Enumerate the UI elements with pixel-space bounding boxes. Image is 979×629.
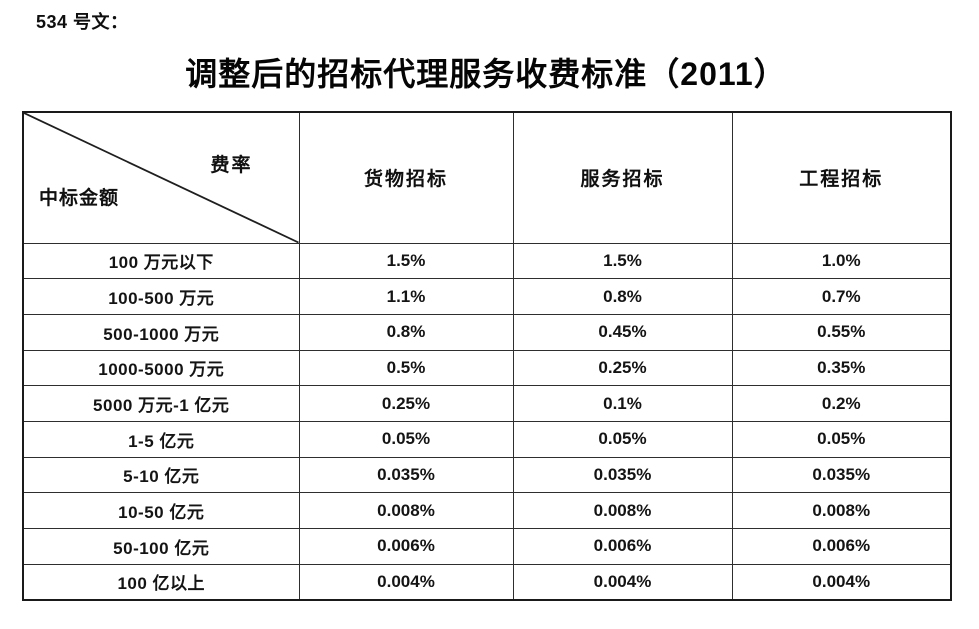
fee-value: 0.006% xyxy=(731,528,952,565)
fee-value: 0.05% xyxy=(512,420,733,458)
fee-value: 0.008% xyxy=(731,492,952,529)
table-row: 100-500 万元 1.1% 0.8% 0.7% xyxy=(22,278,952,315)
doc-label: 534 号文： xyxy=(36,12,129,32)
fee-value: 0.25% xyxy=(512,349,733,387)
row-label: 5000 万元-1 亿元 xyxy=(22,385,300,422)
fee-value: 0.05% xyxy=(731,420,952,458)
column-header-goods-bidding: 货物招标 xyxy=(298,111,514,244)
fee-value: 0.004% xyxy=(731,563,952,601)
fee-value: 0.008% xyxy=(512,492,733,529)
table-row: 100 亿以上 0.004% 0.004% 0.004% xyxy=(22,563,952,601)
header-row: 费率 中标金额 货物招标 服务招标 工程招标 xyxy=(22,111,952,244)
fee-value: 0.45% xyxy=(512,313,733,351)
fee-value: 0.1% xyxy=(512,385,733,422)
fee-value: 1.5% xyxy=(298,242,514,280)
corner-label-rate: 费率 xyxy=(210,155,253,176)
fee-value: 0.004% xyxy=(298,563,514,601)
fee-value: 0.25% xyxy=(298,385,514,422)
row-label: 50-100 亿元 xyxy=(22,528,300,565)
fee-value: 0.7% xyxy=(731,278,952,315)
fee-value: 0.2% xyxy=(731,385,952,422)
row-label: 100-500 万元 xyxy=(22,278,300,315)
table-row: 10-50 亿元 0.008% 0.008% 0.008% xyxy=(22,492,952,529)
column-header-service-bidding: 服务招标 xyxy=(512,111,733,244)
table-row: 1000-5000 万元 0.5% 0.25% 0.35% xyxy=(22,349,952,387)
fee-value: 0.5% xyxy=(298,349,514,387)
table-row: 50-100 亿元 0.006% 0.006% 0.006% xyxy=(22,528,952,565)
table-row: 1-5 亿元 0.05% 0.05% 0.05% xyxy=(22,420,952,458)
fee-value: 0.035% xyxy=(512,456,733,494)
table-row: 500-1000 万元 0.8% 0.45% 0.55% xyxy=(22,313,952,351)
row-label: 10-50 亿元 xyxy=(22,492,300,529)
row-label: 5-10 亿元 xyxy=(22,456,300,494)
page-title: 调整后的招标代理服务收费标准（2011） xyxy=(185,56,787,92)
row-label: 100 亿以上 xyxy=(22,563,300,601)
fee-value: 0.8% xyxy=(512,278,733,315)
table-row: 5000 万元-1 亿元 0.25% 0.1% 0.2% xyxy=(22,385,952,422)
row-label: 100 万元以下 xyxy=(22,242,300,280)
row-label: 1000-5000 万元 xyxy=(22,349,300,387)
row-label: 500-1000 万元 xyxy=(22,313,300,351)
table-row: 5-10 亿元 0.035% 0.035% 0.035% xyxy=(22,456,952,494)
diagonal-divider-line xyxy=(24,113,299,243)
fee-value: 0.004% xyxy=(512,563,733,601)
fee-value: 0.006% xyxy=(298,528,514,565)
corner-cell: 费率 中标金额 xyxy=(22,111,300,244)
fee-value: 0.8% xyxy=(298,313,514,351)
fee-value: 0.006% xyxy=(512,528,733,565)
fee-value: 1.0% xyxy=(731,242,952,280)
fee-value: 0.035% xyxy=(731,456,952,494)
fee-value: 0.35% xyxy=(731,349,952,387)
fee-value: 0.55% xyxy=(731,313,952,351)
fee-value: 0.008% xyxy=(298,492,514,529)
row-label: 1-5 亿元 xyxy=(22,420,300,458)
fee-value: 0.035% xyxy=(298,456,514,494)
fee-table: 费率 中标金额 货物招标 服务招标 工程招标 100 万元以下 1.5% 1.5… xyxy=(22,111,952,601)
column-header-engineering-bidding: 工程招标 xyxy=(731,111,952,244)
fee-value: 1.1% xyxy=(298,278,514,315)
table-row: 100 万元以下 1.5% 1.5% 1.0% xyxy=(22,242,952,280)
fee-value: 1.5% xyxy=(512,242,733,280)
corner-label-amount: 中标金额 xyxy=(39,188,120,209)
fee-value: 0.05% xyxy=(298,420,514,458)
